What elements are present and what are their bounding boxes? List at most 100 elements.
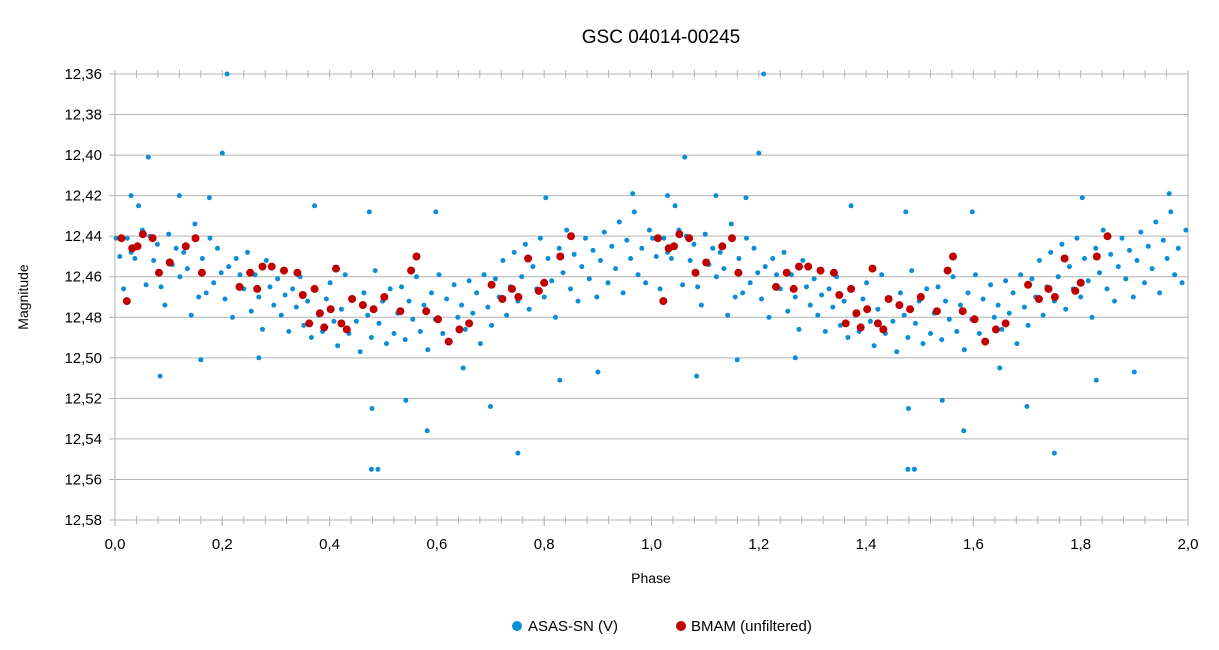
bmam-point [873,319,882,328]
bmam-point [122,297,131,306]
asas-sn-point [143,282,149,288]
asas-sn-point [1127,247,1132,253]
asas-sn-point [939,337,945,343]
asas-sn-point [713,193,719,199]
bmam-point [670,242,678,251]
asas-sn-point [1172,272,1178,278]
asas-sn-point [995,302,1001,308]
bmam-point [895,301,904,310]
asas-sn-point [361,290,367,296]
x-tick-label: 1,8 [1070,536,1091,553]
y-tick-label: 12,56 [64,471,102,488]
asas-sn-point [515,450,521,456]
bmam-point [659,297,668,306]
asas-sn-point [631,209,637,215]
y-tick-label: 12,58 [64,512,102,529]
asas-sn-point [237,272,243,278]
asas-sn-point [403,397,409,403]
bmam-point [685,234,694,243]
asas-sn-point [875,306,881,312]
asas-sn-point [245,249,250,255]
legend-label-bmam: BMAM (unfiltered) [691,618,812,635]
asas-sn-point [672,203,678,209]
bmam-point [782,268,791,277]
asas-sn-point [470,310,476,316]
bmam-point [718,242,727,251]
asas-sn-point [770,256,776,261]
asas-sn-point [1157,290,1163,296]
asas-sn-point [630,191,636,197]
asas-sn-point [867,318,873,324]
asas-sn-point [1160,237,1166,243]
asas-sn-point [1168,209,1174,215]
bmam-point [916,293,925,301]
asas-sn-point [687,258,693,263]
asas-sn-point [177,274,183,280]
asas-sn-point [301,322,307,328]
asas-sn-point [1183,227,1189,233]
bmam-point [155,268,163,277]
asas-sn-point [890,318,896,324]
asas-sn-point [1089,314,1095,320]
asas-sn-point [504,312,510,318]
bmam-point [852,309,861,318]
asas-sn-point [698,302,704,308]
grid [115,73,1188,521]
asas-sn-point [800,258,806,263]
bmam-point [540,278,549,287]
asas-sn-point [173,245,179,251]
asas-sn-point [323,296,329,302]
asas-sn-point [1138,229,1144,235]
asas-sn-point [653,254,659,259]
asas-sn-point [759,296,764,302]
asas-sn-point [1115,264,1121,270]
asas-sn-point [406,298,412,304]
asas-sn-point [864,280,870,286]
asas-sn-point [755,270,761,276]
asas-sn-point [368,335,374,340]
asas-sn-point [184,266,190,272]
asas-sn-point [481,272,487,278]
asas-sn-point [756,150,762,156]
asas-sn-point [206,195,212,201]
asas-sn-point [196,294,202,300]
asas-sn-point [451,282,457,288]
y-tick-label: 12,54 [64,431,102,448]
asas-sn-point [710,245,716,251]
asas-sn-point [342,272,348,278]
x-tick-label: 1,4 [856,536,877,553]
series-asas-sn [113,71,1189,472]
x-tick-label: 0,8 [534,536,555,553]
asas-sn-point [211,280,217,286]
y-tick-label: 12,38 [64,107,102,124]
bmam-point [1034,295,1043,303]
asas-sn-point [290,286,296,292]
asas-sn-point [575,298,581,304]
bmam-point [396,307,405,316]
bmam-point [847,284,856,293]
bmam-point [524,254,533,263]
asas-sn-point [961,428,967,434]
asas-sn-point [958,302,963,308]
asas-sn-point [1018,272,1024,278]
asas-sn-point [365,312,371,318]
asas-sn-point [999,326,1005,332]
bmam-point [1103,232,1112,241]
bmam-point [795,262,803,271]
bmam-point [320,323,329,332]
asas-sn-point [1040,312,1046,318]
bmam-point [868,264,877,273]
asas-sn-point [199,256,205,261]
asas-sn-point [845,335,851,340]
bmam-point [804,262,813,271]
asas-sn-point [943,298,948,304]
asas-sn-point [702,231,708,237]
asas-sn-point [376,320,382,326]
asas-sn-point [541,294,547,300]
asas-sn-point [725,312,731,318]
asas-sn-point [928,331,933,336]
asas-sn-point [1029,276,1035,282]
asas-sn-point [1082,256,1087,261]
asas-sn-point [488,404,493,409]
asas-sn-point [1036,258,1042,263]
